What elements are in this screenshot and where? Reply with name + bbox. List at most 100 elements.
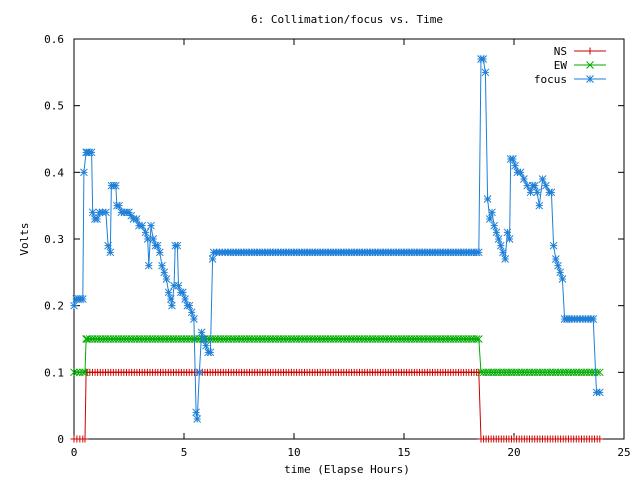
data-point — [149, 235, 158, 243]
data-point — [143, 235, 152, 243]
data-point — [533, 188, 541, 197]
x-tick-label: 10 — [287, 446, 300, 459]
series-line-ns — [74, 371, 600, 440]
data-point — [127, 211, 136, 220]
y-axis-label: Volts — [18, 222, 31, 255]
data-point — [187, 308, 196, 317]
y-tick-label: 0.4 — [44, 166, 64, 179]
data-point — [474, 248, 483, 257]
data-point — [115, 201, 123, 210]
data-point — [501, 255, 510, 263]
data-point — [106, 248, 115, 257]
x-tick-label: 25 — [617, 446, 630, 459]
x-tick-label: 5 — [181, 446, 188, 459]
y-tick-label: 0.3 — [44, 233, 64, 246]
data-point — [596, 435, 604, 443]
y-tick-label: 0.6 — [44, 33, 64, 46]
data-point — [511, 161, 519, 170]
series-ew — [70, 335, 604, 377]
data-point — [102, 208, 110, 217]
data-point — [479, 55, 488, 63]
data-point — [81, 435, 89, 443]
data-point — [80, 168, 88, 177]
data-point — [556, 268, 565, 277]
data-point — [199, 335, 208, 343]
data-point — [538, 175, 547, 183]
data-point — [526, 188, 535, 197]
data-point — [70, 368, 78, 377]
data-point — [111, 181, 120, 190]
x-axis-label: time (Elapse Hours) — [284, 463, 410, 476]
data-point — [78, 368, 87, 377]
data-point — [82, 335, 90, 343]
data-point — [181, 295, 189, 303]
data-point — [481, 68, 490, 77]
x-tick-label: 15 — [397, 446, 410, 459]
x-tick-label: 20 — [507, 446, 520, 459]
legend-label-ew: EW — [554, 59, 568, 72]
data-point — [81, 368, 89, 377]
y-tick-label: 0.5 — [44, 100, 64, 113]
data-point — [162, 275, 171, 283]
data-point — [190, 315, 198, 323]
data-point — [202, 341, 210, 350]
legend-marker-focus — [586, 75, 594, 83]
data-point — [174, 281, 183, 290]
data-point — [193, 415, 202, 423]
data-point — [488, 208, 496, 217]
data-point — [535, 201, 544, 210]
y-tick-label: 0.2 — [44, 300, 64, 313]
data-point — [141, 228, 150, 237]
data-point — [160, 268, 169, 277]
data-point — [153, 241, 162, 250]
data-point — [516, 168, 525, 177]
data-point — [168, 301, 176, 310]
data-point — [483, 195, 492, 203]
data-point — [505, 235, 514, 243]
data-point — [531, 181, 539, 190]
data-point — [132, 215, 141, 223]
data-point — [499, 248, 507, 257]
data-point — [170, 281, 178, 290]
data-point — [472, 335, 481, 343]
data-point — [138, 221, 147, 230]
data-point — [125, 208, 133, 217]
data-point — [179, 288, 187, 297]
data-point — [542, 181, 550, 190]
data-point — [166, 295, 175, 303]
data-point — [595, 368, 604, 377]
data-point — [70, 301, 78, 310]
y-tick-label: 0.1 — [44, 366, 64, 379]
data-point — [494, 235, 503, 243]
legend-label-focus: focus — [534, 73, 567, 86]
data-point — [192, 408, 200, 417]
data-point — [104, 241, 112, 250]
data-point — [523, 181, 532, 190]
series-focus — [70, 55, 604, 423]
data-point — [485, 215, 494, 223]
data-point — [520, 175, 528, 183]
legend-marker-ns — [586, 47, 594, 55]
data-point — [73, 368, 81, 377]
data-point — [492, 228, 501, 237]
data-point — [558, 275, 567, 283]
y-tick-label: 0 — [57, 433, 64, 446]
data-point — [173, 241, 182, 250]
axes: 0 5 10 15 20 25 0 0.1 0.2 0.3 0.4 0.5 0.6 — [44, 33, 631, 459]
data-point — [551, 255, 560, 263]
data-point — [554, 261, 562, 270]
legend-label-ns: NS — [554, 45, 567, 58]
data-point — [78, 295, 87, 303]
data-point — [147, 221, 155, 230]
data-point — [593, 368, 602, 377]
data-point — [206, 348, 215, 357]
data-point — [87, 148, 96, 157]
data-point — [197, 328, 206, 337]
data-point — [155, 248, 164, 257]
data-point — [595, 388, 604, 397]
data-point — [158, 261, 166, 270]
data-point — [208, 255, 217, 263]
data-point — [93, 215, 101, 223]
